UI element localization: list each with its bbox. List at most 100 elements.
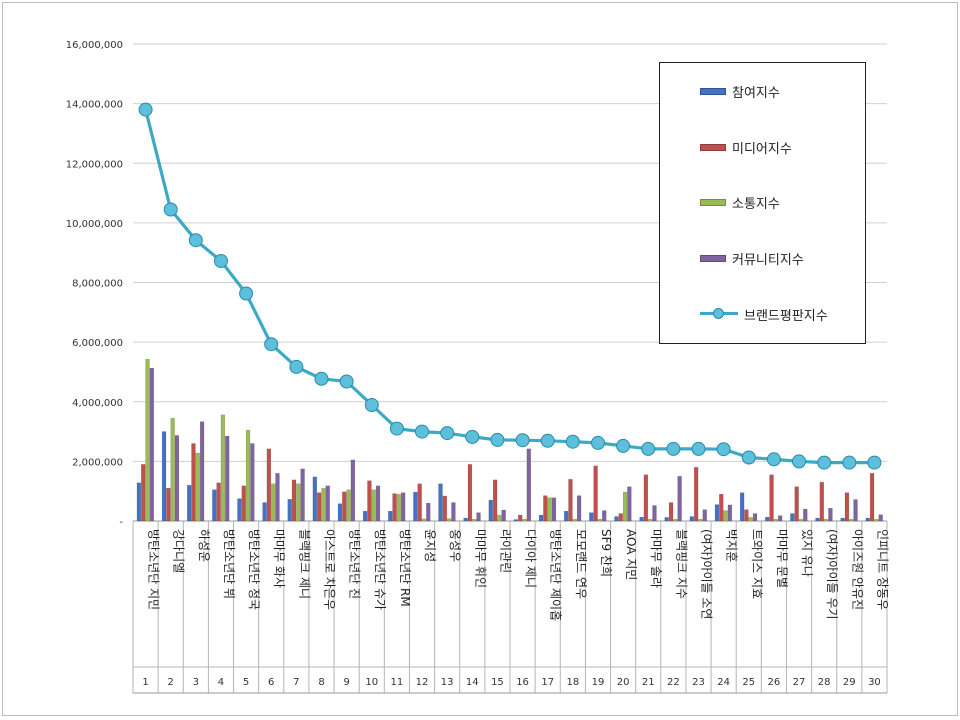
bar	[823, 519, 829, 522]
bar	[622, 491, 628, 522]
bar	[245, 429, 251, 522]
category-label: 방탄소년단 지민	[147, 529, 161, 610]
bar	[572, 519, 577, 522]
bar	[803, 508, 808, 522]
bar	[451, 502, 456, 522]
bar	[438, 483, 443, 522]
y-tick-label: 16,000,000	[66, 40, 123, 51]
bar	[375, 485, 381, 522]
category-label: 윤지성	[423, 529, 437, 562]
line-point	[792, 454, 806, 469]
y-tick-label: 6,000,000	[72, 338, 123, 349]
bar	[136, 482, 142, 522]
bar	[174, 435, 180, 522]
rank-label: 5	[243, 677, 249, 688]
bar	[815, 517, 820, 522]
bar	[317, 492, 322, 522]
rank-label: 8	[318, 677, 324, 688]
rank-label: 3	[193, 677, 199, 688]
bar	[170, 417, 175, 522]
legend-item-media: 미디어지수	[700, 137, 792, 157]
bar	[602, 510, 607, 522]
rank-label: 30	[868, 677, 881, 688]
bar	[149, 367, 154, 522]
bar	[664, 517, 669, 522]
y-tick-label: 14,000,000	[66, 100, 123, 111]
bar	[727, 504, 733, 522]
legend-label-participation: 참여지수	[732, 85, 780, 101]
category-label: SF9 찬희	[599, 529, 614, 577]
legend-item-participation: 참여지수	[700, 81, 780, 101]
category-label: 아이즈원 안유진	[850, 529, 864, 610]
rank-label: 16	[516, 677, 529, 688]
line-point	[817, 455, 832, 470]
line-point	[540, 433, 555, 448]
bar	[568, 479, 573, 522]
line-point	[591, 435, 605, 450]
line-point	[214, 254, 228, 268]
legend-label-brand-reputation: 브랜드평판지수	[744, 308, 828, 324]
category-label: 마마무 화사	[272, 529, 286, 588]
rank-label: 19	[592, 677, 605, 688]
y-tick-label: 2,000,000	[72, 457, 123, 468]
category-label: 블랙핑크 제니	[297, 529, 311, 599]
rank-label: 21	[642, 677, 655, 688]
line-point	[741, 450, 756, 465]
category-label: 마마무 문별	[775, 529, 789, 588]
bar	[367, 480, 372, 522]
bar	[421, 518, 427, 522]
bar	[388, 510, 393, 522]
bar	[191, 443, 196, 522]
bar	[497, 514, 502, 522]
category-label: 있지 유나	[800, 529, 814, 577]
y-tick-label: 10,000,000	[66, 219, 123, 230]
bar	[798, 519, 804, 522]
bar	[463, 517, 468, 522]
bar	[371, 489, 376, 522]
category-label: 모모랜드 연우	[574, 529, 588, 599]
bar	[689, 516, 695, 522]
bar	[739, 492, 745, 522]
y-tick-label: 4,000,000	[72, 398, 123, 409]
bar	[342, 491, 347, 522]
rank-label: 2	[168, 677, 174, 688]
bar	[476, 512, 481, 522]
bar	[828, 507, 833, 522]
bar	[145, 358, 150, 522]
category-label: 방탄소년단 정국	[247, 529, 261, 610]
rank-label: 20	[617, 677, 630, 688]
rank-label: 24	[717, 677, 730, 688]
rank-label: 23	[692, 677, 705, 688]
bar	[271, 483, 276, 522]
rank-label: 14	[466, 677, 479, 688]
legend-swatch-brand-reputation	[700, 304, 738, 324]
line-point	[515, 433, 530, 448]
rank-label: 7	[293, 677, 299, 688]
rank-label: 4	[218, 677, 224, 688]
rank-label: 17	[541, 677, 554, 688]
bar	[166, 488, 171, 522]
bar	[878, 514, 883, 522]
bar	[589, 512, 594, 522]
legend-swatch-communication	[700, 198, 726, 206]
category-label: 트와이스 지효	[750, 529, 764, 599]
category-label: 다이아 제니	[524, 529, 538, 588]
line-point	[641, 441, 656, 456]
bar	[765, 516, 770, 522]
bar	[501, 509, 506, 522]
bar	[426, 502, 431, 522]
bar	[291, 479, 297, 522]
bar	[648, 519, 653, 522]
bar	[719, 493, 724, 522]
category-label: 마마무 솔라	[649, 529, 663, 588]
line-point	[490, 432, 505, 447]
bar	[714, 504, 720, 522]
bar	[844, 492, 850, 522]
legend-item-brand-reputation: 브랜드평판지수	[700, 304, 828, 324]
bar	[417, 483, 422, 522]
bar	[472, 519, 477, 522]
bar	[643, 474, 649, 522]
bar	[597, 519, 603, 522]
brand-reputation-chart: - 2,000,000 4,000,000 6,000,000 8,000,000 10,…	[66, 40, 889, 694]
line-point	[364, 398, 379, 412]
